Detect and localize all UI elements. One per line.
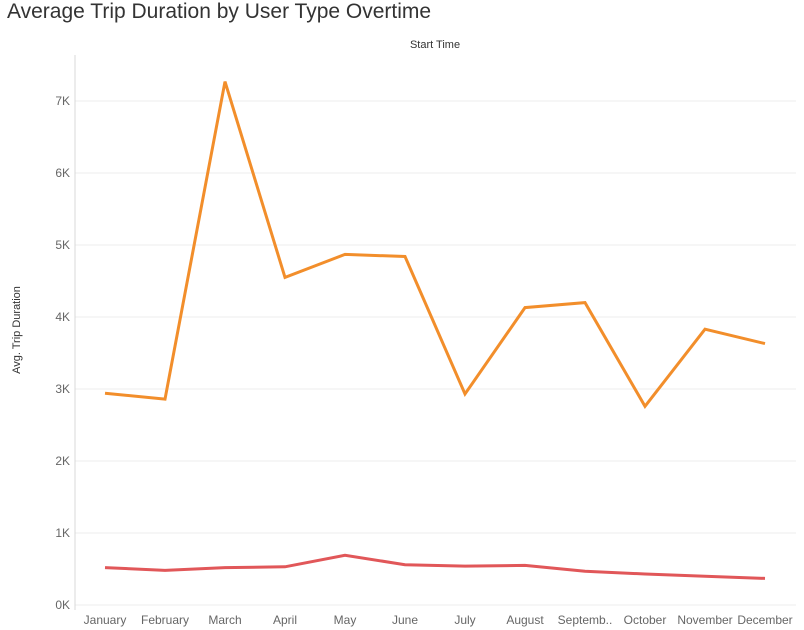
gridlines	[75, 100, 796, 606]
y-axis-title: Avg. Trip Duration	[11, 286, 23, 374]
x-axis-title: Start Time	[410, 39, 460, 51]
series-line-1	[104, 81, 766, 409]
series-line-2	[104, 553, 766, 580]
x-tick-label: April	[273, 613, 297, 627]
y-tick-label: 5K	[55, 238, 70, 252]
x-tick-label: May	[334, 613, 357, 627]
x-tick-label: October	[624, 613, 667, 627]
y-tick-label: 7K	[55, 94, 70, 108]
y-tick-label: 3K	[55, 382, 70, 396]
x-tick-label: December	[737, 613, 792, 627]
x-tick-label: August	[506, 613, 544, 627]
y-tick-label: 4K	[55, 310, 70, 324]
y-axis-ticks: 0K 1K 2K 3K 4K 5K 6K 7K	[55, 94, 70, 612]
x-tick-label: June	[392, 613, 418, 627]
x-tick-label: February	[141, 613, 189, 627]
x-axis-ticks: January February March April May June July Augu…	[84, 613, 793, 627]
y-tick-label: 2K	[55, 454, 70, 468]
chart-title: Average Trip Duration by User Type Overt…	[7, 0, 432, 23]
x-tick-label: July	[454, 613, 475, 627]
series-lines	[104, 81, 766, 580]
x-tick-label: March	[208, 613, 241, 627]
y-tick-label: 0K	[55, 598, 70, 612]
x-tick-label: January	[84, 613, 127, 627]
x-tick-label: Septemb..	[558, 613, 613, 627]
x-tick-label: November	[677, 613, 732, 627]
y-tick-label: 6K	[55, 166, 70, 180]
y-tick-label: 1K	[55, 526, 70, 540]
